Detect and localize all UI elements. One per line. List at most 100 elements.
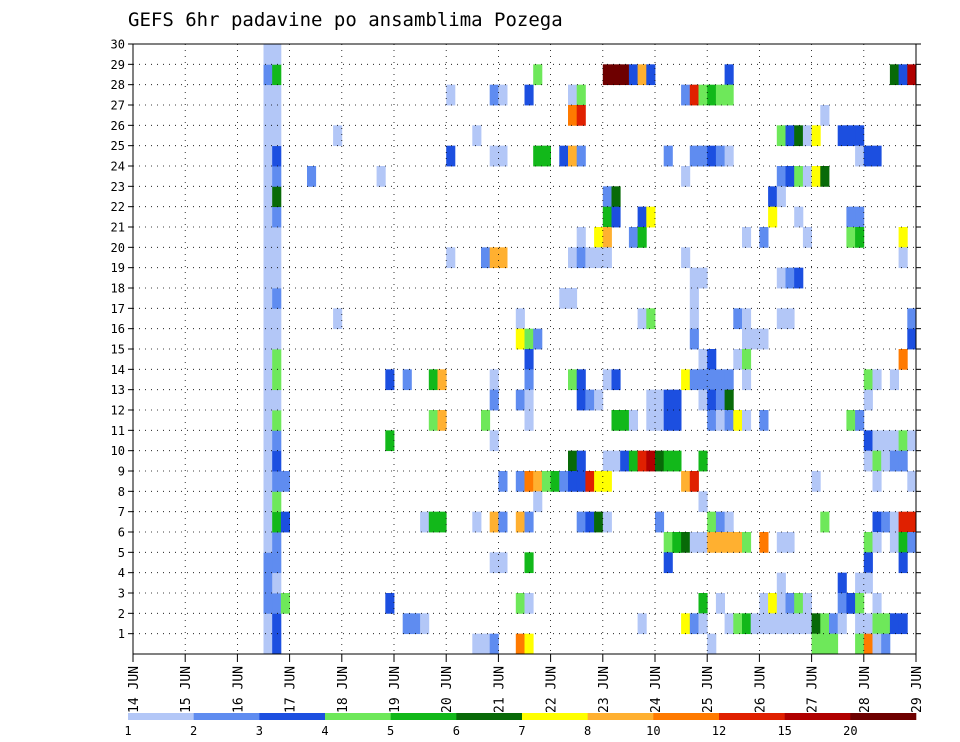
heatmap-cell	[768, 206, 778, 228]
legend-label: 2	[190, 724, 197, 738]
heatmap-cell	[759, 613, 769, 635]
heatmap-cell	[272, 288, 282, 309]
legend-swatch	[784, 713, 851, 720]
heatmap-cell	[733, 308, 743, 330]
heatmap-cell	[707, 369, 717, 391]
heatmap-cell	[689, 613, 699, 635]
x-axis: 14 JUN 15 JUN 16 JUN 17 JUN 18 JUN 19 JUN 20 J…	[127, 654, 925, 713]
heatmap-cell	[637, 613, 647, 635]
y-tick-label: 10	[111, 444, 125, 458]
heatmap-cell	[707, 410, 717, 431]
heatmap-cell	[689, 471, 699, 492]
legend-swatch	[522, 713, 588, 720]
x-tick-label: 25 JUN	[701, 666, 716, 713]
heatmap-cell	[715, 410, 725, 431]
heatmap-cell	[715, 511, 725, 533]
heatmap-cell	[576, 389, 586, 411]
heatmap-cell	[263, 633, 273, 655]
heatmap-cell	[594, 247, 604, 269]
heatmap-cell	[672, 532, 682, 553]
heatmap-cell	[863, 552, 873, 574]
y-axis: 1234567891011121314151617181920212223242…	[111, 38, 921, 641]
x-tick-label: 22 JUN	[545, 666, 560, 713]
heatmap-cell	[263, 166, 273, 187]
heatmap-cell	[272, 125, 282, 147]
y-tick-label: 20	[111, 241, 125, 255]
heatmap-cell	[272, 491, 282, 513]
heatmap-cell	[768, 613, 778, 635]
y-tick-label: 25	[111, 139, 125, 153]
heatmap-cell	[585, 511, 595, 533]
heatmap-cell	[881, 633, 891, 655]
heatmap-cell	[594, 227, 604, 248]
heatmap-cell	[759, 532, 769, 553]
heatmap-cell	[672, 450, 682, 472]
heatmap-cell	[742, 308, 752, 330]
heatmap-cell	[263, 572, 273, 594]
heatmap-cell	[602, 206, 612, 228]
heatmap-cell	[898, 552, 908, 574]
heatmap-cell	[881, 613, 891, 635]
heatmap-cell	[715, 145, 725, 167]
x-tick-label: 23 JUN	[597, 666, 612, 713]
heatmap-cell	[568, 450, 578, 472]
heatmap-cell	[524, 552, 534, 574]
heatmap-cell	[263, 389, 273, 411]
heatmap-cell	[872, 430, 882, 452]
heatmap-cell	[524, 328, 534, 350]
heatmap-cell	[811, 613, 821, 635]
heatmap-cell	[733, 410, 743, 431]
y-tick-label: 23	[111, 180, 125, 194]
heatmap-cell	[663, 552, 673, 574]
heatmap-cell	[576, 511, 586, 533]
legend-swatch	[390, 713, 457, 720]
heatmap-cell	[707, 145, 717, 167]
heatmap-cell	[576, 227, 586, 248]
heatmap-cell	[724, 369, 734, 391]
heatmap-cell	[272, 511, 282, 533]
heatmap-cell	[907, 64, 917, 86]
y-tick-label: 26	[111, 119, 125, 133]
heatmap-cell	[646, 308, 656, 330]
heatmap-cell	[280, 511, 290, 533]
heatmap-cell	[846, 593, 856, 614]
heatmap-cell	[272, 308, 282, 330]
heatmap-cell	[742, 369, 752, 391]
heatmap-cell	[855, 125, 865, 147]
legend-label: 3	[256, 724, 263, 738]
heatmap-cell	[707, 389, 717, 411]
heatmap-cell	[794, 593, 804, 614]
heatmap-cell	[698, 613, 708, 635]
heatmap-cell	[802, 227, 812, 248]
heatmap-cell	[837, 572, 847, 594]
heatmap-cell	[498, 511, 508, 533]
heatmap-cell	[794, 166, 804, 187]
heatmap-cell	[872, 511, 882, 533]
heatmap-cell	[715, 593, 725, 614]
heatmap-cell	[272, 532, 282, 553]
heatmap-cell	[437, 369, 447, 391]
x-tick-label: 14 JUN	[127, 666, 142, 713]
heatmap-cell	[820, 633, 830, 655]
heatmap-cell	[689, 267, 699, 289]
heatmap-cell	[611, 410, 621, 431]
legend-swatch	[456, 713, 523, 720]
heatmap-cell	[498, 247, 508, 269]
heatmap-cell	[437, 410, 447, 431]
heatmap-cell	[863, 613, 873, 635]
heatmap-cell	[802, 166, 812, 187]
x-tick-label: 16 JUN	[231, 666, 246, 713]
heatmap-cell	[889, 64, 899, 86]
y-tick-label: 28	[111, 78, 125, 92]
heatmap-cell	[481, 633, 491, 655]
heatmap-cell	[637, 64, 647, 86]
heatmap-cell	[263, 308, 273, 330]
y-tick-label: 9	[118, 465, 125, 479]
heatmap-cell	[576, 471, 586, 492]
y-tick-label: 24	[111, 160, 125, 174]
heatmap-cell	[272, 166, 282, 187]
heatmap-cell	[785, 593, 795, 614]
heatmap-cell	[498, 471, 508, 492]
heatmap-cell	[663, 532, 673, 553]
heatmap-cell	[820, 105, 830, 126]
